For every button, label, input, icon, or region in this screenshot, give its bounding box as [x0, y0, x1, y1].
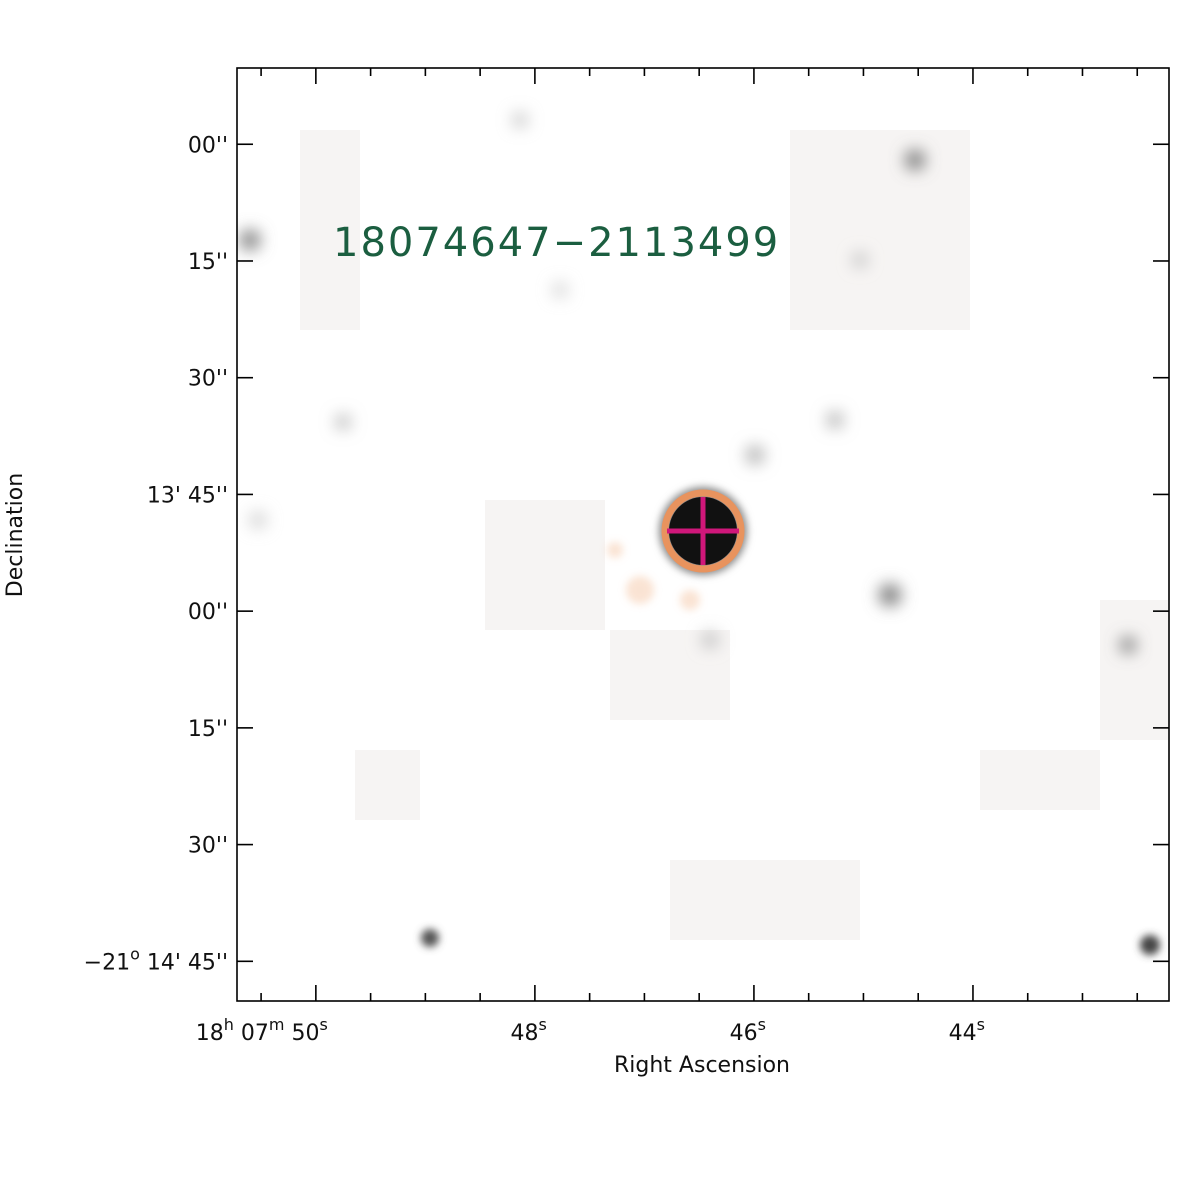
- tick-label-part: 50: [285, 1021, 320, 1046]
- tick-label-sup: o: [130, 944, 140, 963]
- tick-label-part: 44: [949, 1021, 977, 1046]
- tick-label: 00'': [188, 600, 228, 625]
- tick-label-part: 48: [511, 1021, 539, 1046]
- chart-title: 18074647−2113499: [333, 220, 780, 266]
- tick-label-part: 30'': [188, 834, 228, 859]
- tick-label-part: 15'': [188, 250, 228, 275]
- tick-label: 13' 45'': [147, 483, 228, 508]
- tick-label: 18h 07m 50s: [196, 1015, 328, 1046]
- tick-label: 30'': [188, 834, 228, 859]
- tick-label-sup: s: [977, 1015, 985, 1034]
- tick-label-sup: s: [758, 1015, 766, 1034]
- tick-label: 44s: [949, 1015, 985, 1046]
- tick-label-part: 18: [196, 1021, 224, 1046]
- y-axis-label: Declination: [3, 473, 28, 597]
- tick-label-part: 30'': [188, 367, 228, 392]
- tick-label: 46s: [730, 1015, 766, 1046]
- tick-label: 48s: [511, 1015, 547, 1046]
- tick-label-part: 46: [730, 1021, 758, 1046]
- tick-label: −21o 14' 45'': [84, 944, 228, 975]
- tick-label-sup: s: [320, 1015, 328, 1034]
- tick-label-sup: s: [539, 1015, 547, 1034]
- tick-label: 15'': [188, 250, 228, 275]
- sky-image: [237, 68, 1169, 1001]
- tick-label: 15'': [188, 717, 228, 742]
- tick-label-part: 13' 45'': [147, 483, 228, 508]
- tick-label-sup: m: [269, 1015, 285, 1034]
- tick-label-sup: h: [224, 1015, 234, 1034]
- tick-label: 00'': [188, 133, 228, 158]
- tick-label-part: 15'': [188, 717, 228, 742]
- tick-label-part: 00'': [188, 600, 228, 625]
- plot-frame: [236, 67, 1170, 1002]
- tick-label: 30'': [188, 367, 228, 392]
- x-axis-label: Right Ascension: [614, 1053, 790, 1078]
- tick-label-part: 07: [234, 1021, 269, 1046]
- tick-label-part: 14' 45'': [140, 950, 228, 975]
- tick-label-part: −21: [84, 950, 130, 975]
- tick-label-part: 00'': [188, 133, 228, 158]
